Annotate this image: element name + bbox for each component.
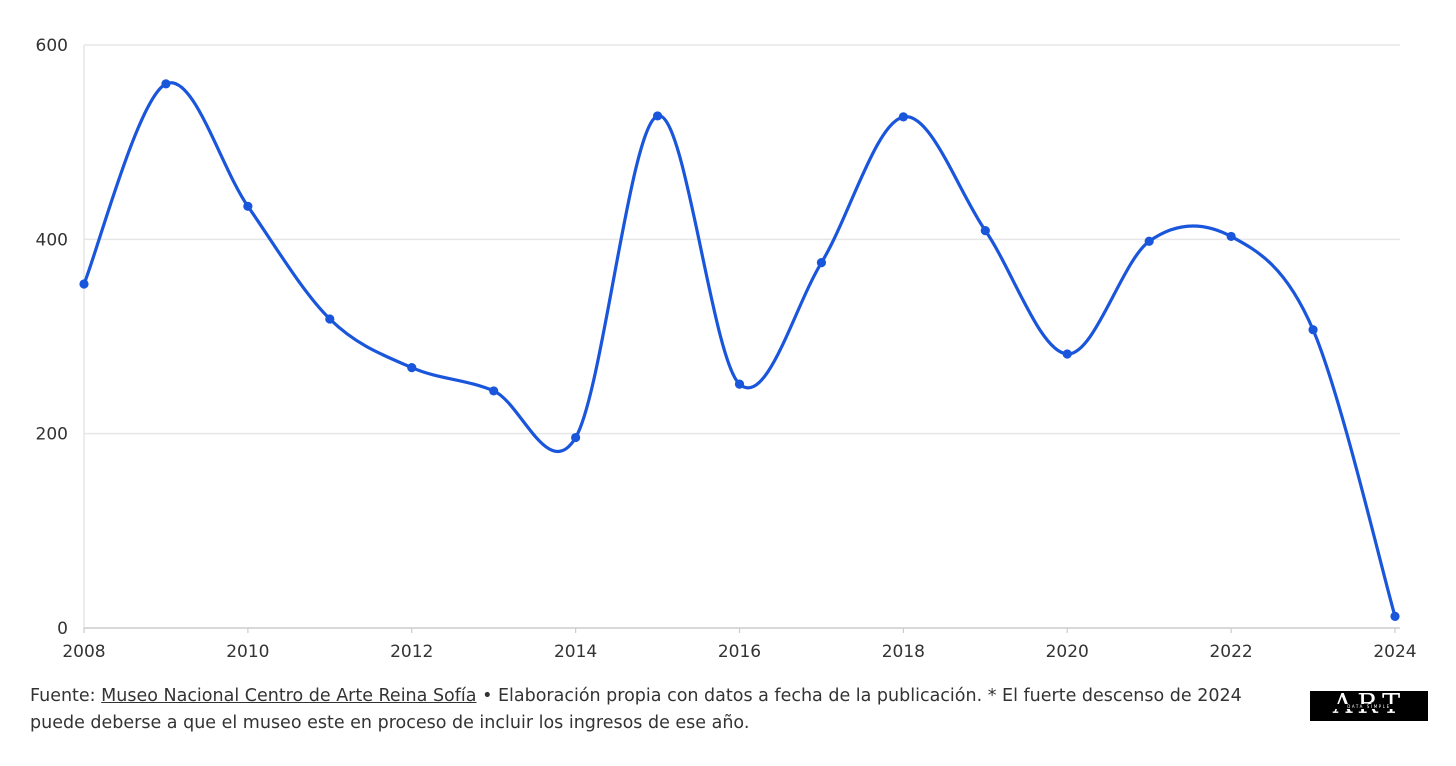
x-tick-label-2010: 2010 [226,642,269,662]
data-point-2010 [243,201,253,211]
data-point-2008 [79,279,89,289]
grid-lines [84,44,1400,435]
logo-sub-text: DATA SIMPLE [1310,704,1428,709]
x-tick-label-2018: 2018 [882,642,925,662]
series-line-layer [82,81,1397,618]
y-tick-label-600: 600 [36,36,68,56]
data-point-2013 [489,386,499,396]
y-axis-tick-labels: 0 200 400 600 [36,36,68,639]
x-tick-label-2012: 2012 [390,642,433,662]
series-line-0 [82,81,1397,618]
data-point-2014 [571,432,581,443]
brand-logo: ART DATA SIMPLE [1310,691,1428,721]
data-point-2018 [898,112,908,122]
data-point-2009 [161,79,171,89]
x-tick-label-2016: 2016 [718,642,761,662]
data-point-2016 [734,379,745,389]
data-point-2012 [407,362,417,373]
data-point-2011 [325,314,335,324]
data-point-2023 [1308,325,1318,335]
source-link[interactable]: Museo Nacional Centro de Arte Reina Sofí… [101,686,477,706]
data-point-2022 [1226,231,1236,242]
y-tick-label-0: 0 [57,619,68,639]
y-tick-label-200: 200 [36,425,68,445]
data-point-2021 [1144,236,1154,246]
x-tick-label-2022: 2022 [1209,642,1252,662]
x-tick-label-2014: 2014 [554,642,597,662]
x-tick-label-2020: 2020 [1046,642,1089,662]
x-axis-tick-labels: 2008 2010 2012 2014 2016 2018 2020 2022 2024 [62,628,1417,662]
data-point-2020 [1062,349,1072,359]
data-point-2019 [980,225,990,236]
data-point-2015 [652,111,663,121]
data-points [79,79,1400,621]
axes [83,45,1400,629]
footer-prefix: Fuente: [30,686,102,706]
y-tick-label-400: 400 [36,230,68,250]
x-tick-label-2008: 2008 [62,642,105,662]
data-point-2024 [1390,611,1400,621]
data-point-2017 [816,258,827,268]
chart-footer-note: Fuente: Museo Nacional Centro de Arte Re… [30,683,1280,737]
x-tick-label-2024: 2024 [1373,642,1416,662]
footer-text: • Elaboración propia con datos a fecha d… [30,686,1242,733]
